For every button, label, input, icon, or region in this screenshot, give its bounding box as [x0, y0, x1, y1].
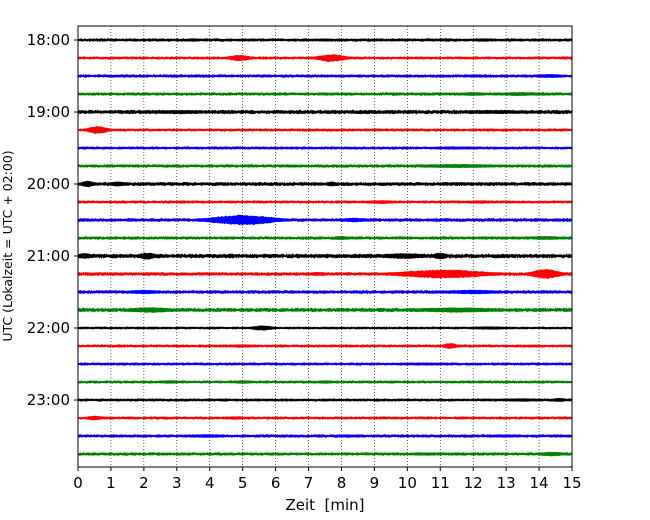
seismic-trace [77, 325, 573, 331]
y-tick-label: 20:00 [27, 175, 70, 193]
seismic-trace [77, 343, 573, 349]
seismic-trace [77, 91, 573, 97]
seismic-trace [77, 126, 573, 134]
seismic-trace [77, 235, 573, 241]
y-tick-label: 22:00 [27, 319, 70, 337]
x-tick-label: 12 [464, 474, 483, 492]
seismic-trace [77, 200, 573, 205]
seismic-traces [77, 38, 573, 457]
x-tick-label: 8 [337, 474, 347, 492]
seismic-trace [77, 53, 573, 63]
x-tick-label: 6 [271, 474, 281, 492]
seismic-trace [77, 362, 573, 366]
x-tick-label: 1 [106, 474, 116, 492]
seismic-trace [77, 307, 573, 313]
x-axis-ticks: 0 1 2 3 4 5 6 7 8 9 10 11 12 13 14 15 [73, 467, 582, 492]
x-tick-label: 3 [172, 474, 182, 492]
x-tick-label: 13 [497, 474, 516, 492]
y-axis-ticks: 18:00 19:00 20:00 21:00 22:00 23:00 [27, 31, 78, 409]
x-tick-label: 4 [205, 474, 215, 492]
y-tick-label: 21:00 [27, 247, 70, 265]
x-tick-label: 9 [370, 474, 380, 492]
plot-frame [77, 25, 573, 468]
seismic-trace [77, 415, 573, 421]
x-tick-label: 2 [139, 474, 149, 492]
seismic-trace [77, 109, 573, 115]
y-tick-label: 23:00 [27, 391, 70, 409]
seismic-trace [77, 163, 573, 169]
y-axis-label: UTC (Lokalzeit = UTC + 02:00) [0, 150, 15, 341]
seismic-trace [77, 434, 573, 438]
seismic-trace [77, 289, 573, 295]
x-tick-label: 5 [238, 474, 248, 492]
seismic-trace [77, 268, 573, 279]
y-tick-label: 18:00 [27, 31, 70, 49]
seismic-trace [77, 180, 573, 188]
seismic-trace [77, 252, 573, 260]
seismic-trace [77, 380, 573, 384]
x-tick-label: 11 [431, 474, 450, 492]
y-tick-label: 19:00 [27, 103, 70, 121]
x-tick-label: 10 [398, 474, 417, 492]
seismic-trace [77, 451, 573, 457]
seismic-trace [77, 73, 573, 79]
x-tick-label: 14 [530, 474, 549, 492]
seismic-trace [77, 38, 573, 42]
seismic-trace [77, 214, 573, 226]
x-axis-label: Zeit [min] [285, 496, 364, 514]
seismic-trace [77, 397, 573, 403]
seismic-trace [77, 146, 573, 150]
x-tick-label: 15 [562, 474, 581, 492]
x-tick-label: 0 [73, 474, 83, 492]
x-tick-label: 7 [304, 474, 314, 492]
